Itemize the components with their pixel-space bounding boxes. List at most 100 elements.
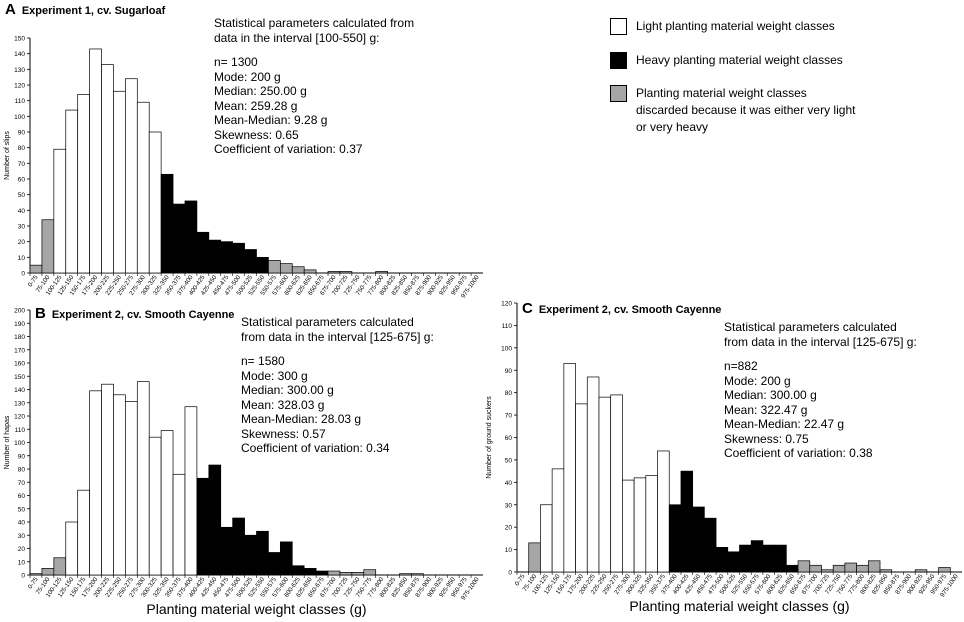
stat-mean-median: Mean-Median: 22.47 g bbox=[724, 417, 845, 431]
bar bbox=[844, 562, 857, 573]
bar bbox=[29, 573, 43, 576]
bar bbox=[622, 479, 635, 573]
chart-panel-a: 01020304050607080901001101201301401500-7… bbox=[4, 36, 483, 300]
bar bbox=[41, 568, 55, 576]
bar bbox=[315, 570, 329, 576]
y-tick-label: 50 bbox=[505, 457, 513, 464]
y-tick-label: 200 bbox=[14, 308, 25, 315]
bar bbox=[113, 90, 126, 274]
y-tick-label: 80 bbox=[505, 390, 513, 397]
y-tick-label: 10 bbox=[18, 559, 26, 566]
bar bbox=[256, 256, 269, 274]
bar bbox=[89, 48, 102, 274]
bar bbox=[867, 560, 881, 573]
bar bbox=[196, 477, 210, 576]
y-tick-label: 100 bbox=[14, 440, 25, 447]
bar bbox=[101, 64, 114, 274]
y-tick-label: 40 bbox=[18, 208, 26, 215]
bar bbox=[327, 271, 341, 274]
bar bbox=[244, 249, 257, 274]
y-tick-label: 160 bbox=[14, 361, 25, 368]
stat-mode: Mode: 300 g bbox=[241, 368, 308, 383]
panel-a-stats: Statistical parameters calculated from d… bbox=[214, 16, 414, 157]
y-tick-label: 30 bbox=[18, 224, 26, 231]
y-tick-label: 150 bbox=[14, 374, 25, 381]
stat-cv: Coefficient of variation: 0.34 bbox=[241, 441, 390, 455]
bar bbox=[821, 569, 834, 573]
y-tick-label: 30 bbox=[505, 502, 513, 509]
bar bbox=[657, 450, 670, 573]
y-tick-label: 130 bbox=[14, 400, 25, 407]
bar bbox=[279, 541, 293, 576]
bar bbox=[184, 406, 198, 576]
bar bbox=[339, 271, 353, 274]
y-tick-label: 140 bbox=[14, 387, 25, 394]
stat-cv: Coefficient of variation: 0.37 bbox=[214, 142, 363, 156]
bar bbox=[351, 571, 365, 576]
panel-b-letter: B bbox=[35, 305, 46, 322]
panel-c-stats: Statistical parameters calculated from d… bbox=[724, 320, 917, 461]
bar bbox=[680, 470, 694, 573]
stats-header-line: Statistical parameters calculated bbox=[724, 320, 897, 334]
bar bbox=[148, 131, 162, 274]
y-tick-label: 20 bbox=[505, 525, 513, 532]
x-axis-label: Planting material weight classes (g) bbox=[146, 601, 366, 617]
bar bbox=[704, 517, 717, 573]
y-tick-label: 110 bbox=[15, 427, 26, 434]
x-axis-label: Planting material weight classes (g) bbox=[629, 598, 849, 614]
bar bbox=[832, 564, 846, 573]
panel-b-experiment: Experiment 2, cv. Smooth Cayenne bbox=[51, 309, 235, 321]
bar bbox=[172, 473, 186, 576]
stat-n: n= 1300 bbox=[214, 55, 258, 69]
y-tick-label: 140 bbox=[14, 51, 25, 58]
bar bbox=[303, 269, 317, 274]
y-tick-label: 20 bbox=[18, 239, 26, 246]
y-tick-label: 100 bbox=[14, 114, 25, 121]
bar bbox=[125, 401, 138, 576]
legend-swatch-discarded bbox=[610, 85, 627, 102]
stats-header-line: Statistical parameters calculated bbox=[241, 315, 414, 329]
bar bbox=[327, 570, 341, 576]
y-tick-label: 60 bbox=[18, 177, 26, 184]
bar bbox=[575, 403, 588, 573]
panel-a-letter: A bbox=[5, 1, 16, 18]
stat-skewness: Skewness: 0.57 bbox=[241, 426, 326, 441]
bar bbox=[762, 544, 775, 573]
bar bbox=[256, 530, 269, 576]
bar bbox=[528, 542, 541, 573]
bar bbox=[411, 573, 424, 576]
bar bbox=[232, 517, 245, 576]
bar bbox=[113, 394, 126, 576]
bar bbox=[363, 569, 377, 576]
bar bbox=[563, 363, 576, 573]
bar bbox=[29, 264, 43, 274]
y-tick-label: 70 bbox=[505, 413, 513, 420]
y-tick-label: 130 bbox=[14, 67, 25, 74]
bar bbox=[160, 173, 174, 274]
chart-panel-b: 0 10 20 30 40 50 60 70 80 90 100 110 120 130 140 150 160… bbox=[4, 308, 483, 617]
stat-cv: Coefficient of variation: 0.38 bbox=[724, 446, 873, 460]
bar bbox=[291, 565, 305, 576]
bar bbox=[148, 436, 162, 576]
bar bbox=[727, 551, 740, 573]
y-tick-label: 180 bbox=[14, 334, 25, 341]
bar bbox=[184, 200, 198, 274]
bar bbox=[268, 552, 281, 576]
bar bbox=[53, 557, 67, 576]
stats-header-line: from data in the interval [125-675] g: bbox=[724, 334, 917, 349]
stat-median: Median: 300.00 g bbox=[724, 388, 817, 402]
stat-mean-median: Mean-Median: 28.03 g bbox=[241, 412, 362, 426]
bar bbox=[715, 546, 729, 573]
y-tick-label: 10 bbox=[505, 547, 513, 554]
y-tick-label: 0 bbox=[21, 573, 25, 580]
stat-mean: Mean: 322.47 g bbox=[724, 402, 808, 417]
bar bbox=[809, 564, 822, 573]
bar bbox=[268, 260, 281, 274]
bar bbox=[540, 504, 553, 573]
bar bbox=[785, 564, 799, 573]
bar bbox=[136, 381, 150, 576]
stat-mean: Mean: 328.03 g bbox=[241, 397, 325, 412]
bar bbox=[89, 390, 102, 576]
y-axis-label: Number of ground suckers bbox=[486, 396, 493, 479]
